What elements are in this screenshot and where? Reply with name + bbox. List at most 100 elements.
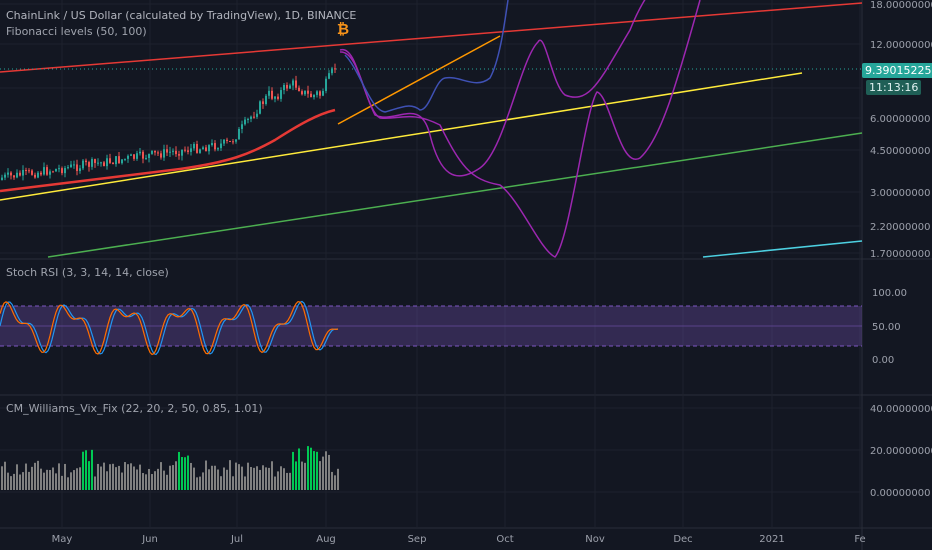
vix-bar [52,467,54,490]
vix-bar [196,477,198,490]
vix-bar [1,466,3,490]
vix-bar [169,465,171,490]
candle-body [55,168,57,172]
vix-bar [322,456,324,490]
vix-bar [235,462,237,490]
candle-body [28,170,30,172]
vix-bar [106,471,108,490]
vix-bar [295,461,297,490]
candle-body [331,68,333,74]
vix-bar [247,462,249,490]
vix-bar [223,467,225,490]
candle-body [52,171,54,173]
yellow-trendline [0,72,803,201]
candle-body [292,80,294,86]
vix-bar [88,461,90,490]
vix-bar [82,451,84,490]
candle-body [25,170,27,172]
candle-body [334,68,336,70]
vix-bar [274,476,276,490]
vix-bar [136,469,138,490]
vix-bar [205,460,207,490]
vix-bar [202,472,204,490]
candle-body [244,119,246,125]
bitcoin-icon: ₿ [337,20,349,38]
vix-bar [109,464,111,490]
candle-body [79,168,81,171]
vix-bar [94,476,96,490]
stoch-legend: Stoch RSI (3, 3, 14, 14, close) [6,266,169,279]
moving-average-line [0,108,336,193]
candle-body [235,139,237,142]
vix-bar [16,464,18,490]
stoch-tick-label: 0.00 [872,355,894,366]
vix-bar [310,447,312,490]
vix-bar [142,472,144,490]
vix-bar [10,476,12,490]
stoch-d-line [0,300,339,356]
x-tick-label: Sep [408,534,427,545]
candle-body [46,167,48,175]
vix-bar [199,476,201,490]
vix-bar [67,477,69,490]
vix-legend: CM_Williams_Vix_Fix (22, 20, 2, 50, 0.85… [6,402,263,415]
vix-bar [250,467,252,490]
candle-body [274,96,276,99]
candle-body [268,90,270,96]
candle-body [130,154,132,156]
candle-body [199,149,201,153]
candle-body [283,84,285,91]
time-axis: May Jun Jul Aug Sep Oct Nov Dec 2021 Fe [52,534,866,545]
x-tick-label: 2021 [759,534,784,545]
vix-bar [133,466,135,490]
candle-body [328,73,330,79]
green-trendline [47,132,863,258]
vix-bar [118,465,120,490]
vix-tick-label: 20.00000000 [870,446,932,457]
vix-bar [151,474,153,490]
vix-bar [13,473,15,490]
vix-bar [58,463,60,490]
candle-body [70,164,72,168]
candle-body [175,150,177,155]
candle-body [133,154,135,159]
vix-bar [307,446,309,490]
vix-bar [49,469,51,490]
vix-tick-label: 0.00000000 [870,488,930,499]
vix-bar [103,462,105,490]
candle-body [304,90,306,95]
candle-body [124,158,126,160]
candle-body [247,118,249,120]
candle-body [322,90,324,96]
vix-bar [19,474,21,490]
x-tick-label: Fe [854,534,865,545]
vix-fix-pane [1,446,339,490]
vix-bar [43,472,45,490]
vix-bar [226,469,228,490]
candle-body [169,151,171,153]
candle-body [298,87,300,92]
candle-body [196,143,198,153]
candle-body [256,113,258,117]
vix-bar [28,471,30,490]
candle-body [295,80,297,88]
candle-body [61,168,63,174]
vix-bar [85,450,87,490]
vix-bar [130,463,132,490]
vix-bar [4,461,6,490]
candle-body [127,155,129,159]
x-tick-label: Oct [496,534,513,545]
vix-bar [34,462,36,490]
vix-bar [112,463,114,490]
candle-body [262,101,264,104]
candle-body [40,172,42,175]
price-axis: 18.0000000012.000000008.6.000000004.5000… [870,0,932,499]
countdown-tag: 11:13:16 [866,80,922,95]
candle-body [157,152,159,154]
candle-body [229,140,231,142]
cyan-trendline [702,240,863,258]
vix-bar [280,466,282,490]
vix-bar [316,451,318,490]
vix-bar [193,467,195,490]
